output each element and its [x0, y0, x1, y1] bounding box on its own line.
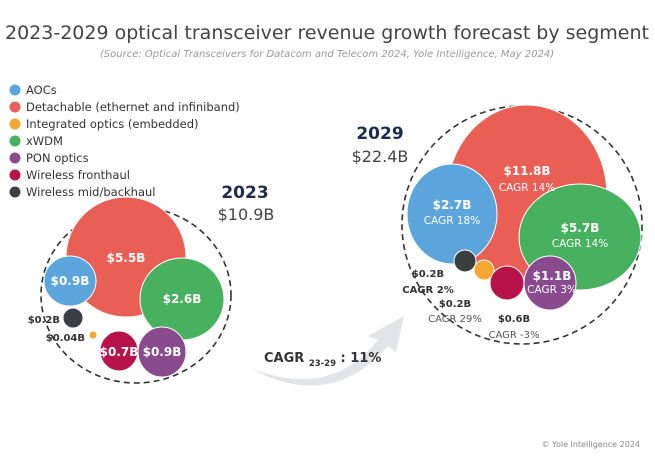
bubble-2029: [489, 265, 525, 301]
legend-item: Wireless mid/backhaul: [26, 185, 156, 199]
legend-item: Integrated optics (embedded): [26, 117, 199, 131]
data-label: $0.9B: [143, 345, 182, 359]
legend-item: PON optics: [26, 151, 89, 165]
year-2023-label: 2023: [221, 183, 268, 203]
data-label: CAGR 14%: [499, 182, 555, 194]
chart-title: 2023-2029 optical transceiver revenue gr…: [5, 22, 649, 44]
chart-subtitle: (Source: Optical Transceivers for Dataco…: [100, 49, 554, 60]
data-label: $11.8B: [503, 164, 550, 178]
copyright: © Yole Intelligence 2024: [542, 440, 640, 449]
legend-swatch: [9, 84, 21, 96]
data-label: $2.6B: [163, 292, 202, 306]
data-label: $0.6B: [498, 314, 530, 325]
data-label: CAGR 3%: [527, 284, 577, 296]
bubble-2023: [43, 255, 97, 307]
bubble-2029: [453, 249, 477, 273]
data-label: $0.7B: [100, 345, 139, 359]
data-label: $0.2B: [28, 315, 60, 326]
data-label: CAGR 2%: [402, 285, 453, 296]
legend-item: AOCs: [26, 83, 57, 97]
data-label: CAGR 14%: [552, 238, 608, 250]
bubble-2023: [137, 326, 187, 378]
data-label: $0.04B: [46, 333, 85, 344]
legend-item: Detachable (ethernet and infiniband): [26, 100, 240, 114]
bubble-2023: [88, 330, 98, 340]
data-label: $1.1B: [533, 269, 572, 283]
total-2023: $10.9B: [218, 205, 275, 224]
data-label: $0.2B: [439, 299, 471, 310]
legend-swatch: [9, 169, 21, 181]
legend-item: xWDM: [26, 134, 63, 148]
data-label: $0.2B: [412, 269, 444, 280]
data-label: $5.5B: [107, 251, 146, 265]
legend: AOCs Detachable (ethernet and infiniband)…: [9, 83, 240, 199]
data-label: CAGR -3%: [489, 330, 540, 341]
bubble-2029: [523, 255, 577, 311]
data-label: $2.7B: [433, 198, 472, 212]
data-label: $5.7B: [561, 221, 600, 235]
legend-swatch: [9, 101, 21, 113]
bubble-2023: [62, 307, 84, 329]
legend-swatch: [9, 135, 21, 147]
data-label: CAGR 29%: [428, 314, 482, 325]
legend-item: Wireless fronthaul: [26, 168, 130, 182]
legend-swatch: [9, 186, 21, 198]
total-2029: $22.4B: [352, 147, 409, 166]
growth-arrow: [250, 316, 404, 386]
bubble-2029: [473, 259, 495, 281]
legend-swatch: [9, 118, 21, 130]
overall-cagr: CAGR 23-29 : 11%: [264, 351, 381, 370]
year-2029-label: 2029: [356, 124, 403, 144]
bubble-2029: [406, 163, 498, 265]
data-label: $0.9B: [51, 274, 90, 288]
data-label: CAGR 18%: [424, 215, 480, 227]
legend-swatch: [9, 152, 21, 164]
